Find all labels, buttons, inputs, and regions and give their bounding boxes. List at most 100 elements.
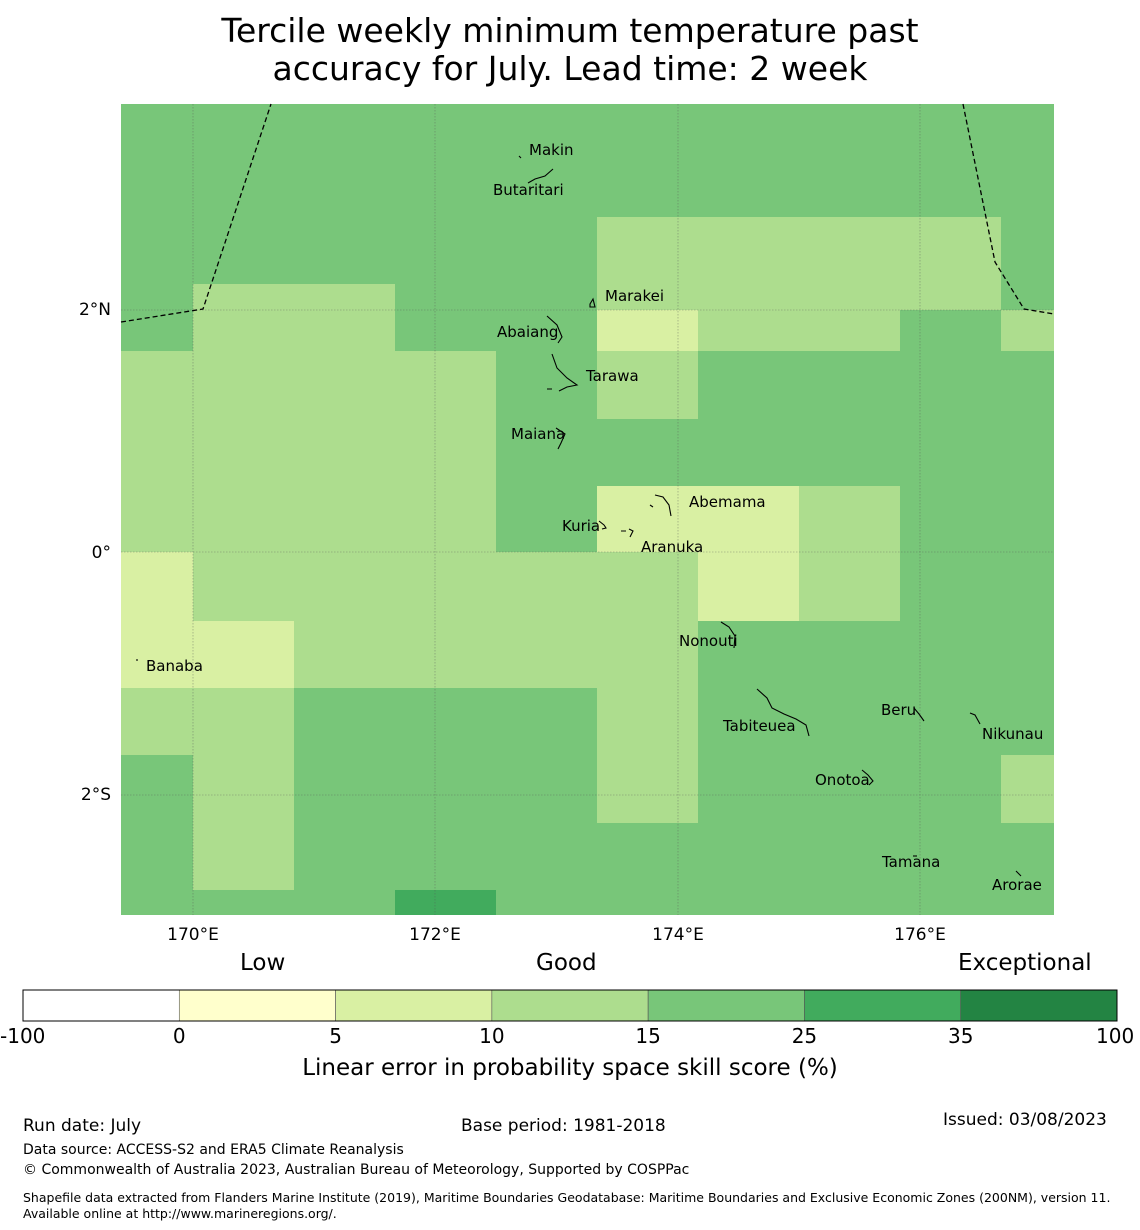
skill-cell: [900, 486, 1001, 552]
skill-cell: [900, 217, 1001, 284]
skill-cell: [395, 621, 496, 688]
place-label-nonouti: Nonouti: [679, 632, 738, 650]
skill-cell: [294, 688, 395, 755]
skill-cell: [121, 419, 193, 486]
copyright: © Commonwealth of Australia 2023, Austra…: [23, 1162, 690, 1178]
skill-cell: [121, 552, 193, 621]
skill-cell: [395, 217, 496, 284]
skill-cell: [294, 310, 395, 351]
skill-cell: [597, 552, 698, 621]
skill-cell: [1001, 217, 1054, 284]
skill-cell: [698, 890, 799, 915]
skill-cell: [496, 552, 597, 621]
skill-cell: [597, 284, 698, 310]
lon-tick-label: 176°E: [894, 925, 946, 945]
skill-cell: [395, 104, 496, 217]
place-label-onotoa: Onotoa: [815, 771, 870, 789]
skill-cell: [799, 823, 900, 890]
place-label-arorae: Arorae: [992, 876, 1042, 894]
colorbar-segment: [491, 989, 649, 1022]
map-title-line-1: Tercile weekly minimum temperature past: [221, 11, 919, 50]
skill-cell: [799, 890, 900, 915]
island-nonouti: [720, 621, 736, 649]
skill-cell: [294, 419, 395, 486]
skill-cell: [496, 890, 597, 915]
lat-tick-label: 2°S: [81, 785, 111, 805]
skill-cell: [121, 688, 193, 755]
colorbar-tick-label: 35: [947, 1024, 974, 1048]
skill-cell: [294, 284, 395, 310]
skill-cell: [900, 310, 1001, 351]
skill-cell: [1001, 755, 1054, 823]
place-label-abaiang: Abaiang: [497, 323, 558, 341]
skill-cell: [597, 890, 698, 915]
skill-cell: [698, 104, 799, 217]
colorbar: [22, 989, 1118, 1022]
skill-cell: [698, 688, 799, 755]
eez-boundary: [120, 103, 1055, 323]
island-abaiang: [546, 315, 563, 344]
skill-cell: [121, 217, 193, 284]
skill-cell: [121, 104, 193, 217]
lon-tick-label: 172°E: [409, 925, 461, 945]
place-label-aranuka: Aranuka: [641, 538, 703, 556]
skill-cell: [395, 688, 496, 755]
skill-cell: [698, 351, 799, 419]
lon-tick-label: 170°E: [167, 925, 219, 945]
skill-cell: [193, 310, 294, 351]
colorbar-segment: [335, 989, 493, 1022]
island-nikunau: [969, 712, 981, 725]
skill-cell: [1001, 310, 1054, 351]
colorbar-heading-exceptional: Exceptional: [958, 950, 1092, 976]
skill-cell: [193, 552, 294, 621]
issued-date: Issued: 03/08/2023: [943, 1110, 1107, 1130]
skill-cell: [496, 419, 597, 486]
colorbar-outline: [22, 989, 1118, 1022]
graticule: [121, 104, 1054, 915]
place-label-banaba: Banaba: [146, 657, 203, 675]
skill-cell: [496, 486, 597, 552]
island-makin: [518, 155, 522, 159]
skill-cell: [294, 823, 395, 890]
skill-cell: [395, 284, 496, 310]
place-label-tarawa: Tarawa: [585, 367, 639, 385]
skill-cell: [597, 104, 698, 217]
skill-cell: [294, 351, 395, 419]
skill-cell: [193, 104, 294, 217]
skill-cell: [496, 351, 597, 419]
skill-cell: [193, 351, 294, 419]
colorbar-tick-label: 10: [479, 1024, 505, 1048]
skill-cell: [395, 823, 496, 890]
skill-cell: [799, 552, 900, 621]
colorbar-tick-label: -100: [0, 1024, 46, 1048]
skill-cell: [395, 890, 496, 915]
skill-cell: [698, 486, 799, 552]
island-tarawa: [547, 353, 579, 392]
skill-cell: [799, 104, 900, 217]
place-label-makin: Makin: [529, 141, 574, 159]
skill-cell: [1001, 419, 1054, 486]
skill-cell: [1001, 486, 1054, 552]
colorbar-segment: [647, 989, 805, 1022]
skill-cell: [799, 486, 900, 552]
skill-cell: [698, 419, 799, 486]
skill-cell: [496, 104, 597, 217]
skill-cell: [900, 419, 1001, 486]
lon-tick-label: 174°E: [652, 925, 704, 945]
skill-cell: [294, 621, 395, 688]
skill-cell: [121, 621, 193, 688]
skill-cell: [193, 621, 294, 688]
skill-cell: [900, 688, 1001, 755]
skill-cell: [698, 217, 799, 284]
skill-cell: [193, 890, 294, 915]
skill-cell: [799, 351, 900, 419]
colorbar-segment: [178, 989, 336, 1022]
skill-cell: [1001, 351, 1054, 419]
place-label-nikunau: Nikunau: [982, 725, 1043, 743]
colorbar-segment: [22, 989, 180, 1022]
place-label-kuria: Kuria: [562, 517, 600, 535]
skill-cell: [1001, 688, 1054, 755]
skill-cell: [1001, 621, 1054, 688]
skill-cell: [193, 419, 294, 486]
